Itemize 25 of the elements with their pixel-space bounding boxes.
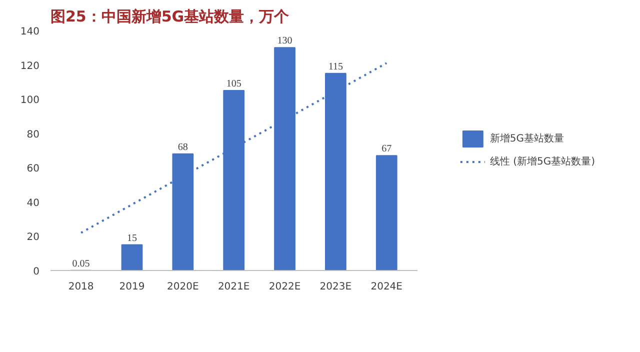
data-label: 105 (226, 78, 242, 90)
chart-title: 图25：中国新增5G基站数量，万个 (50, 8, 290, 26)
x-tick-label: 2018 (68, 282, 94, 292)
y-tick-label: 40 (26, 198, 40, 209)
legend-label: 线性 (新增5G基站数量) (490, 155, 595, 168)
x-tick-label: 2023E (320, 282, 352, 292)
x-tick-label: 2022E (268, 282, 301, 292)
y-tick-label: 60 (26, 164, 40, 175)
y-tick-label: 0 (33, 266, 40, 278)
y-tick-label: 140 (20, 26, 40, 38)
x-tick-label: 2021E (218, 282, 250, 292)
data-label: 0.05 (72, 258, 90, 270)
x-tick-label: 2020E (167, 282, 199, 292)
y-tick-label: 120 (20, 60, 40, 72)
y-tick-label: 80 (26, 129, 40, 140)
data-label: 15 (126, 232, 137, 244)
y-tick-label: 100 (20, 95, 40, 106)
data-label: 130 (277, 36, 292, 47)
x-tick-label: 2019 (119, 282, 145, 292)
data-label: 115 (328, 61, 344, 72)
x-tick-label: 2024E (370, 282, 403, 292)
legend-label: 新增5G基站数量 (490, 132, 564, 146)
y-tick-label: 20 (26, 232, 40, 244)
data-label: 68 (178, 142, 188, 153)
data-label: 67 (382, 144, 392, 155)
